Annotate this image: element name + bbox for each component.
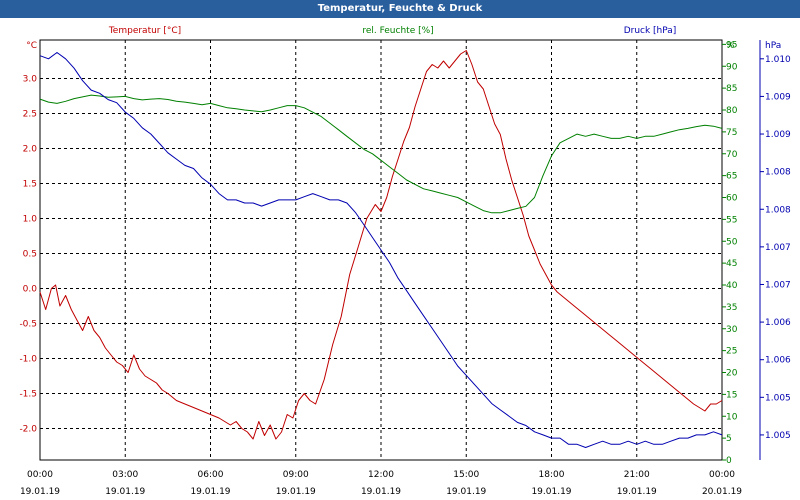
humidity-tick-label: 35: [726, 303, 737, 313]
x-tick-date: 20.01.19: [702, 487, 742, 497]
humidity-tick-label: 75: [726, 128, 737, 138]
x-tick-date: 19.01.19: [531, 487, 571, 497]
x-tick-labels: 00:00 19.01.19 03:00 19.01.19 06:00 19.01.19 0…: [20, 470, 742, 497]
x-tick-time: 18:00: [539, 470, 565, 480]
temperature-tick-label: -0.5: [19, 320, 37, 330]
pressure-axis-title: Druck [hPa]: [624, 26, 677, 36]
pressure-tick-label: 1.006: [765, 318, 791, 328]
x-tick-date: 19.01.19: [617, 487, 657, 497]
temperature-tick-label: 2.0: [23, 145, 38, 155]
humidity-tick-label: 25: [726, 347, 737, 357]
temperature-tick-label: 1.5: [23, 180, 37, 190]
pressure-tick-label: 1.006: [765, 356, 791, 366]
temperature-tick-label: -2.0: [19, 425, 37, 435]
temperature-tick-label: 3.0: [23, 75, 38, 85]
temperature-tick-labels: 3.0 2.5 2.0 1.5 1.0 0.5 0.0 -0.5 -1.0 -1.5 -2.0: [19, 75, 37, 435]
humidity-tick-label: 45: [726, 259, 737, 269]
humidity-tick-label: 60: [726, 194, 738, 204]
temperature-tick-label: -1.5: [19, 390, 37, 400]
pressure-line: [39, 52, 723, 448]
pressure-tick-label: 1.010: [765, 55, 791, 65]
humidity-unit-label: %: [726, 41, 735, 51]
humidity-tick-label: 30: [726, 325, 738, 335]
humidity-tick-label: 80: [726, 106, 738, 116]
x-tick-time: 00:00: [27, 470, 53, 480]
temperature-tick-label: 0.5: [23, 250, 37, 260]
pressure-tick-label: 1.007: [765, 243, 791, 253]
temperature-line: [39, 50, 723, 440]
chart: °C Temperatur [°C] rel. Feuchte [%] Druc…: [19, 26, 791, 497]
x-tick-date: 19.01.19: [105, 487, 145, 497]
pressure-tick-labels: 1.010 1.009 1.009 1.008 1.008 1.007 1.007 1.006…: [759, 40, 791, 460]
temperature-tick-label: 1.0: [23, 215, 38, 225]
pressure-tick-label: 1.007: [765, 280, 791, 290]
humidity-tick-label: 10: [726, 412, 738, 422]
x-tick-time: 03:00: [112, 470, 138, 480]
humidity-tick-label: 40: [726, 281, 738, 291]
pressure-tick-label: 1.005: [765, 431, 791, 441]
humidity-tick-label: 65: [726, 172, 737, 182]
x-tick-date: 19.01.19: [20, 487, 60, 497]
window-title: Temperatur, Feuchte & Druck: [0, 0, 800, 18]
humidity-tick-label: 70: [726, 150, 738, 160]
series-lines: [39, 50, 723, 448]
humidity-tick-label: 5: [726, 434, 732, 444]
pressure-unit-label: hPa: [765, 41, 781, 51]
x-tick-time: 12:00: [368, 470, 394, 480]
x-tick-date: 19.01.19: [446, 487, 486, 497]
temperature-tick-label: 0.0: [23, 285, 38, 295]
temperature-tick-label: -1.0: [19, 355, 37, 365]
humidity-tick-label: 20: [726, 369, 738, 379]
x-tick-time: 09:00: [283, 470, 309, 480]
x-tick-time: 15:00: [453, 470, 479, 480]
x-tick-date: 19.01.19: [361, 487, 401, 497]
x-tick-date: 19.01.19: [276, 487, 316, 497]
humidity-tick-label: 50: [726, 237, 738, 247]
x-tick-date: 19.01.19: [190, 487, 230, 497]
x-tick-time: 06:00: [198, 470, 224, 480]
temperature-axis-title: Temperatur [°C]: [108, 26, 181, 36]
humidity-tick-label: 55: [726, 215, 737, 225]
humidity-axis-title: rel. Feuchte [%]: [362, 26, 433, 36]
humidity-tick-label: 85: [726, 84, 737, 94]
pressure-tick-label: 1.008: [765, 205, 791, 215]
pressure-tick-label: 1.008: [765, 168, 791, 178]
temperature-tick-label: 2.5: [23, 110, 37, 120]
humidity-tick-label: 15: [726, 390, 737, 400]
humidity-tick-label: 0: [726, 456, 732, 466]
pressure-tick-label: 1.009: [765, 130, 791, 140]
pressure-tick-label: 1.009: [765, 92, 791, 102]
humidity-line: [39, 94, 723, 214]
humidity-tick-label: 95: [726, 40, 737, 50]
x-tick-time: 00:00: [709, 470, 735, 480]
humidity-tick-label: 90: [726, 62, 738, 72]
x-tick-time: 21:00: [624, 470, 650, 480]
temperature-unit-label: °C: [26, 41, 37, 51]
pressure-tick-label: 1.005: [765, 393, 791, 403]
